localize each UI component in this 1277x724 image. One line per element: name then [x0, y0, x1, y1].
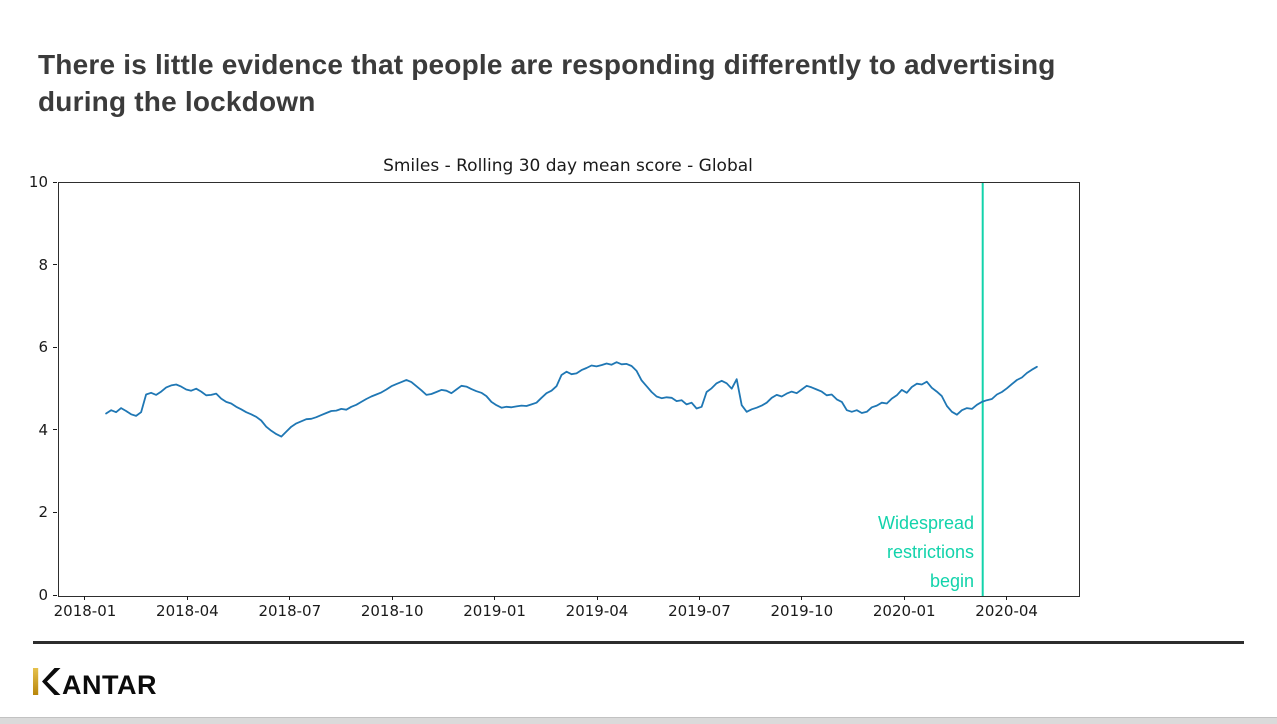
x-tick-label: 2018-01: [53, 602, 117, 620]
y-tick-mark: [53, 511, 57, 513]
x-tick-mark: [494, 596, 496, 600]
x-tick-mark: [1006, 596, 1008, 600]
x-tick-label: 2018-07: [258, 602, 322, 620]
y-tick-label: 0: [38, 586, 48, 604]
bottom-edge-bar: [0, 717, 1277, 724]
page-title: There is little evidence that people are…: [38, 46, 1228, 120]
x-tick-label: 2019-04: [565, 602, 629, 620]
x-tick-mark: [698, 596, 700, 600]
page-title-line-2: during the lockdown: [38, 86, 316, 117]
x-tick-mark: [391, 596, 393, 600]
y-tick-label: 10: [28, 173, 48, 191]
kantar-logo: ANTAR: [33, 668, 157, 698]
y-tick-label: 4: [38, 420, 48, 439]
footer-divider: [33, 641, 1244, 644]
kantar-wordmark-rest: ANTAR: [62, 670, 157, 698]
y-tick-label: 6: [38, 338, 48, 357]
y-tick-mark: [53, 181, 57, 183]
x-tick-label: 2019-10: [770, 602, 834, 620]
kantar-k-lower-diagonal: [42, 681, 61, 695]
annotation-line: begin: [929, 571, 974, 591]
x-tick-label: 2018-04: [156, 602, 219, 620]
x-tick-label: 2019-01: [463, 602, 526, 620]
y-tick-mark: [53, 264, 57, 266]
chart-title: Smiles - Rolling 30 day mean score - Glo…: [383, 156, 753, 176]
kantar-k-stem: [33, 668, 39, 695]
page-title-line-1: There is little evidence that people are…: [38, 49, 1056, 80]
annotation-line: restrictions: [886, 542, 974, 562]
x-tick-mark: [84, 596, 86, 600]
y-tick-mark: [53, 429, 57, 431]
y-tick-label: 2: [38, 503, 48, 522]
x-tick-mark: [801, 596, 803, 600]
x-tick-mark: [596, 596, 598, 600]
annotation-line: Widespread: [877, 513, 974, 533]
line-chart-svg: [105, 183, 1038, 596]
x-tick-label: 2020-04: [975, 602, 1038, 620]
y-tick-label: 8: [38, 255, 48, 274]
x-tick-label: 2018-10: [360, 602, 424, 620]
lockdown-annotation: Widespread restrictions begin: [878, 509, 974, 596]
x-tick-mark: [186, 596, 188, 600]
x-tick-label: 2019-07: [668, 602, 731, 620]
y-tick-mark: [53, 346, 57, 348]
x-tick-mark: [903, 596, 905, 600]
x-tick-mark: [289, 596, 291, 600]
kantar-k-upper-diagonal: [42, 668, 61, 682]
smiles-series-line: [105, 361, 1038, 438]
y-tick-mark: [53, 594, 57, 596]
x-tick-label: 2020-01: [872, 602, 936, 620]
plot-area: [58, 182, 1080, 597]
